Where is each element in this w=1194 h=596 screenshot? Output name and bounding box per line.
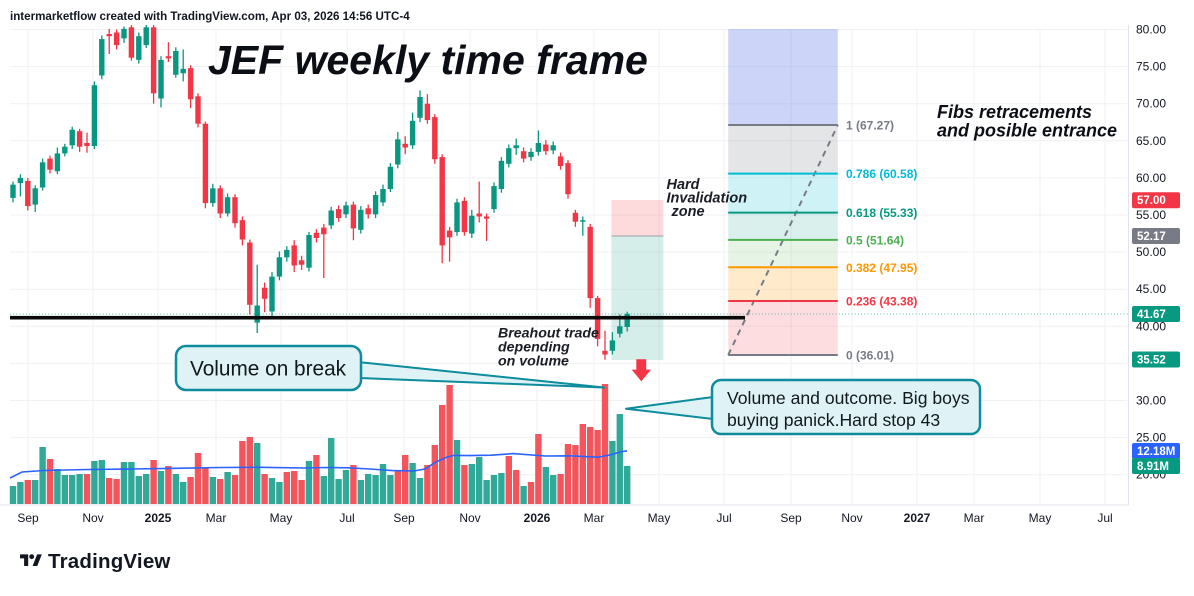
svg-text:buying panick.Hard stop 43: buying panick.Hard stop 43 (727, 410, 940, 430)
svg-text:2025: 2025 (145, 511, 172, 525)
svg-text:41.67: 41.67 (1137, 309, 1166, 321)
svg-text:45.00: 45.00 (1136, 282, 1166, 296)
svg-text:intermarketflow created with T: intermarketflow created with TradingView… (10, 10, 410, 23)
svg-text:0.236 (43.38): 0.236 (43.38) (846, 295, 917, 309)
svg-text:depending: depending (498, 340, 570, 356)
svg-text:0 (36.01): 0 (36.01) (846, 349, 894, 363)
svg-text:50.00: 50.00 (1136, 245, 1166, 259)
svg-text:zone: zone (671, 204, 705, 220)
svg-text:70.00: 70.00 (1136, 97, 1166, 111)
svg-text:Nov: Nov (841, 511, 862, 525)
svg-text:55.00: 55.00 (1136, 208, 1166, 222)
svg-text:Sep: Sep (393, 511, 415, 525)
svg-text:25.00: 25.00 (1136, 431, 1166, 445)
svg-text:8.91M: 8.91M (1137, 461, 1169, 473)
svg-text:Volume and outcome. Big boys: Volume and outcome. Big boys (727, 388, 970, 408)
svg-text:2026: 2026 (524, 511, 551, 525)
svg-text:35.52: 35.52 (1137, 355, 1166, 367)
svg-text:Volume on break: Volume on break (190, 358, 347, 381)
svg-text:Nov: Nov (82, 511, 103, 525)
svg-text:Jul: Jul (1097, 511, 1112, 525)
svg-text:60.00: 60.00 (1136, 171, 1166, 185)
svg-text:and posible entrance: and posible entrance (937, 121, 1117, 141)
svg-text:Mar: Mar (964, 511, 985, 525)
svg-text:Jul: Jul (716, 511, 731, 525)
svg-text:65.00: 65.00 (1136, 134, 1166, 148)
svg-text:May: May (270, 511, 293, 525)
svg-text:Invalidation: Invalidation (667, 191, 748, 207)
svg-text:Nov: Nov (459, 511, 480, 525)
svg-text:May: May (1029, 511, 1052, 525)
svg-text:JEF weekly time frame: JEF weekly time frame (208, 37, 648, 83)
svg-text:57.00: 57.00 (1137, 195, 1166, 207)
svg-text:TradingView: TradingView (48, 550, 171, 573)
svg-text:Sep: Sep (17, 511, 39, 525)
svg-text:0.382 (47.95): 0.382 (47.95) (846, 261, 917, 275)
svg-text:0.786 (60.58): 0.786 (60.58) (846, 167, 917, 181)
svg-text:80.00: 80.00 (1136, 23, 1166, 37)
svg-text:0.5 (51.64): 0.5 (51.64) (846, 233, 904, 247)
svg-text:Mar: Mar (584, 511, 605, 525)
svg-text:0.618 (55.33): 0.618 (55.33) (846, 206, 917, 220)
svg-text:75.00: 75.00 (1136, 60, 1166, 74)
svg-text:1 (67.27): 1 (67.27) (846, 119, 894, 133)
svg-text:30.00: 30.00 (1136, 394, 1166, 408)
svg-text:2027: 2027 (904, 511, 931, 525)
svg-text:Jul: Jul (339, 511, 354, 525)
svg-text:52.17: 52.17 (1137, 231, 1166, 243)
svg-text:Mar: Mar (206, 511, 227, 525)
svg-text:Breahout trade: Breahout trade (498, 326, 599, 342)
svg-text:Fibs retracements: Fibs retracements (937, 102, 1092, 122)
svg-text:on volume: on volume (498, 353, 569, 369)
svg-text:40.00: 40.00 (1136, 319, 1166, 333)
svg-text:Sep: Sep (780, 511, 802, 525)
svg-text:May: May (648, 511, 671, 525)
svg-text:Hard: Hard (667, 177, 701, 193)
svg-text:12.18M: 12.18M (1137, 446, 1175, 458)
